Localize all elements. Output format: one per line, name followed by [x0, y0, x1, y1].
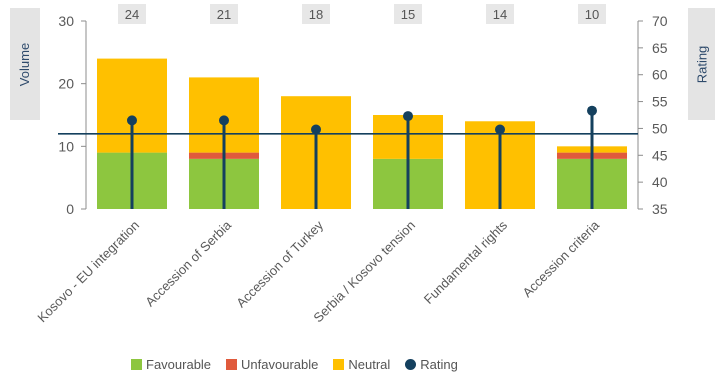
legend-swatch-favourable: [131, 359, 142, 370]
legend-item-rating: Rating: [405, 357, 458, 372]
y-axis-right-label: Rating: [688, 8, 715, 120]
y-tick-right-label: 65: [652, 40, 668, 56]
y-tick-left-label: 20: [58, 76, 74, 92]
legend-swatch-rating: [405, 359, 417, 370]
total-label: 21: [217, 7, 231, 22]
rating-point: [403, 111, 413, 122]
legend-swatch-neutral: [333, 359, 345, 370]
x-tick-label: Accession of Turkey: [233, 217, 326, 310]
y-tick-left-label: 10: [58, 138, 74, 154]
y-axis-left-label: Volume: [10, 8, 40, 120]
legend-label-rating: Rating: [420, 357, 458, 372]
total-label-box: [486, 4, 514, 24]
y-tick-right-label: 45: [652, 147, 668, 163]
y-tick-right-label: 60: [652, 67, 668, 83]
y-tick-right-label: 50: [652, 120, 668, 136]
legend-item-favourable: Favourable: [131, 357, 211, 372]
rating-point: [127, 115, 137, 126]
legend-label-unfavourable: Unfavourable: [241, 357, 319, 372]
legend-label-neutral: Neutral: [348, 357, 391, 372]
total-label-box: [394, 4, 422, 24]
legend: Favourable Unfavourable Neutral Rating: [131, 357, 458, 372]
rating-point: [311, 124, 321, 135]
y-tick-right-label: 35: [652, 201, 668, 217]
total-label: 15: [401, 7, 415, 22]
total-label: 18: [309, 7, 323, 22]
y-tick-left-label: 30: [58, 13, 74, 29]
total-label-box: [302, 4, 330, 24]
y-axis-left-label-text: Volume: [17, 42, 33, 86]
legend-swatch-unfavourable: [226, 359, 238, 370]
y-tick-right-label: 70: [652, 13, 668, 29]
x-tick-label: Fundamental rights: [421, 217, 511, 307]
x-tick-label: Kosovo - EU integration: [34, 218, 142, 326]
x-tick-label: Accession criteria: [519, 217, 602, 300]
total-label-box: [210, 4, 238, 24]
x-tick-label: Accession of Serbia: [142, 217, 234, 309]
rating-point: [495, 124, 505, 135]
x-tick-label: Serbia / Kosovo tension: [310, 218, 418, 326]
total-label: 14: [493, 7, 507, 22]
total-label-box: [578, 4, 606, 24]
y-tick-right-label: 55: [652, 94, 668, 110]
y-axis-right-label-text: Rating: [694, 45, 710, 83]
y-tick-right-label: 40: [652, 174, 668, 190]
rating-point: [219, 115, 229, 126]
legend-label-favourable: Favourable: [146, 357, 212, 372]
total-label: 24: [125, 7, 139, 22]
total-label-box: [118, 4, 146, 24]
legend-item-unfavourable: Unfavourable: [226, 357, 318, 372]
rating-point: [587, 105, 597, 116]
legend-item-neutral: Neutral: [333, 357, 390, 372]
total-label: 10: [585, 7, 599, 22]
y-tick-left-label: 0: [66, 201, 74, 217]
